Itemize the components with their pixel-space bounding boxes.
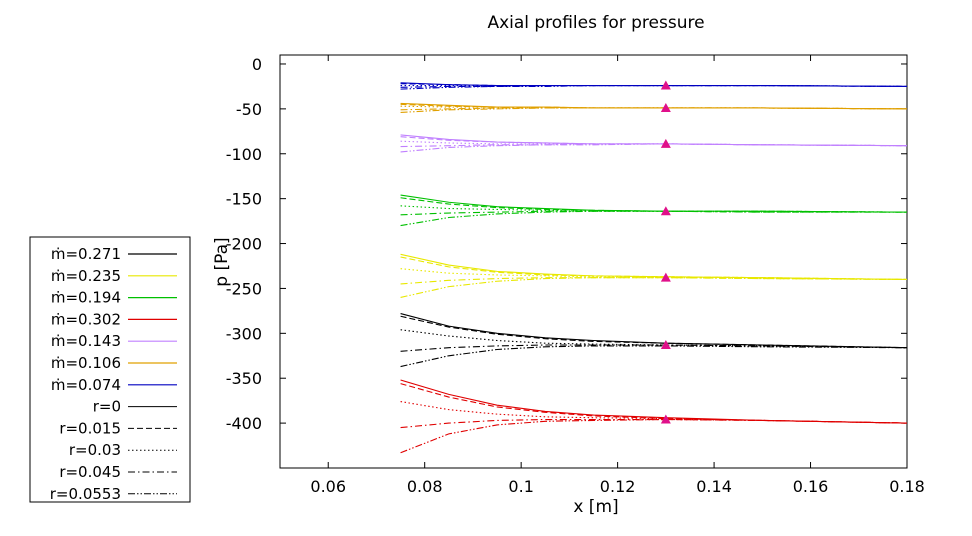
legend-label: ṁ=0.302	[51, 310, 121, 328]
series-line	[400, 197, 908, 213]
series-line	[400, 143, 908, 153]
legend-label: r=0.03	[69, 441, 121, 459]
x-tick-label: 0.12	[600, 477, 636, 496]
x-tick-label: 0.08	[407, 477, 443, 496]
series-line	[400, 107, 908, 114]
y-axis: 0 -50 -100 -150 -200 -250 -300 -350 -400	[226, 55, 907, 433]
y-axis-label: p [Pa]	[212, 237, 232, 286]
legend-label: r=0.045	[59, 463, 121, 481]
series-line	[400, 277, 908, 298]
x-axis: 0.06 0.08 0.1 0.12 0.14 0.16 0.18	[310, 55, 925, 496]
series-line	[400, 383, 908, 424]
x-tick-label: 0.16	[793, 477, 829, 496]
series-line	[400, 401, 908, 424]
y-tick-label: -200	[226, 235, 262, 254]
series-line	[400, 105, 908, 110]
legend-label: ṁ=0.194	[51, 289, 121, 307]
legend-label: r=0	[93, 398, 121, 416]
y-tick-label: -100	[226, 145, 262, 164]
series-line	[400, 140, 908, 147]
plot-frame	[279, 54, 908, 469]
y-tick-label: -400	[226, 414, 262, 433]
series-line	[400, 210, 907, 216]
triangle-marker	[660, 339, 671, 349]
series-line	[400, 418, 908, 429]
legend-label: ṁ=0.271	[51, 245, 121, 263]
marker-layer	[660, 80, 671, 424]
legend-label: ṁ=0.074	[51, 376, 121, 394]
y-tick-label: 0	[252, 55, 262, 74]
series-line	[400, 210, 907, 227]
y-tick-label: -250	[226, 279, 262, 298]
series-line	[400, 205, 908, 213]
triangle-marker	[660, 206, 671, 216]
x-tick-label: 0.1	[508, 477, 533, 496]
legend-box	[29, 236, 191, 503]
triangle-marker	[660, 414, 671, 424]
x-tick-label: 0.14	[696, 477, 732, 496]
triangle-marker	[660, 138, 671, 148]
legend: ṁ=0.271 ṁ=0.235 ṁ=0.194 ṁ=0.302 ṁ=0.143 ṁ=0.1…	[29, 236, 191, 503]
series-line	[400, 84, 908, 87]
y-tick-label: -150	[226, 190, 262, 209]
series-line	[400, 253, 908, 281]
x-tick-label: 0.18	[889, 477, 925, 496]
series-line	[400, 84, 908, 90]
triangle-marker	[660, 102, 671, 112]
x-tick-label: 0.06	[310, 477, 346, 496]
series-line	[400, 268, 908, 281]
x-axis-label: x [m]	[573, 497, 618, 517]
series-line	[400, 329, 908, 349]
series-line	[400, 256, 908, 281]
legend-label: ṁ=0.106	[51, 354, 121, 372]
y-tick-label: -300	[226, 324, 262, 343]
y-tick-label: -350	[226, 369, 262, 388]
legend-label: ṁ=0.235	[51, 267, 121, 285]
series-layer	[400, 82, 908, 454]
series-line	[400, 315, 908, 349]
y-tick-label: -50	[236, 100, 262, 119]
series-line	[400, 345, 908, 368]
chart-title: Axial profiles for pressure	[487, 13, 704, 33]
series-line	[400, 379, 908, 424]
legend-label: r=0.0553	[50, 485, 121, 503]
series-line	[400, 418, 908, 454]
triangle-marker	[660, 80, 671, 90]
triangle-marker	[660, 272, 671, 282]
legend-label: r=0.015	[59, 419, 121, 437]
legend-label: ṁ=0.143	[51, 332, 121, 350]
